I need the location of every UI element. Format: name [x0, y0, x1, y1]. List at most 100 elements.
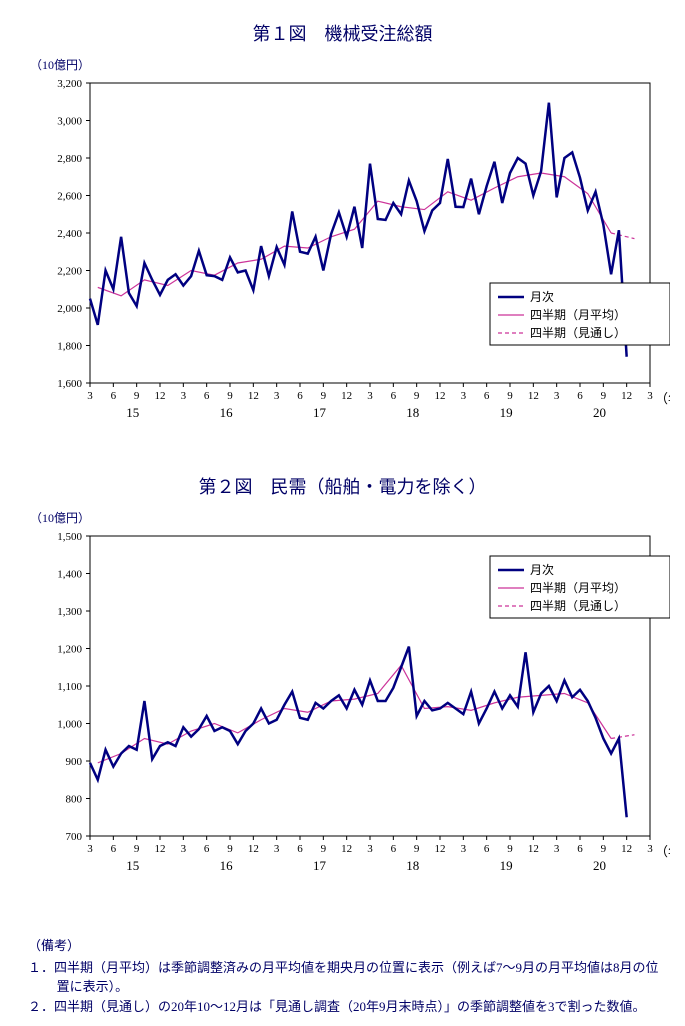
note-item: １．四半期（月平均）は季節調整済みの月平均値を期央月の位置に表示（例えば7〜9月… [28, 958, 665, 997]
svg-text:四半期（見通し）: 四半期（見通し） [530, 599, 626, 613]
notes-block: （備考） １．四半期（月平均）は季節調整済みの月平均値を期央月の位置に表示（例え… [10, 936, 675, 1016]
svg-text:20: 20 [593, 405, 606, 420]
svg-text:9: 9 [134, 843, 140, 855]
chart1-block: 第１図 機械受注総額 （10億円） 1,6001,8002,0002,2002,… [10, 20, 675, 443]
svg-text:12: 12 [528, 843, 539, 855]
svg-text:6: 6 [484, 390, 490, 402]
svg-text:20: 20 [593, 858, 606, 873]
svg-text:6: 6 [204, 390, 210, 402]
svg-text:四半期（見通し）: 四半期（見通し） [530, 326, 626, 340]
chart1-svg: 1,6001,8002,0002,2002,4002,6002,8003,000… [30, 73, 670, 443]
svg-text:9: 9 [507, 390, 513, 402]
chart2-title: 第２図 民需（船舶・電力を除く） [10, 473, 675, 499]
svg-text:3: 3 [181, 843, 187, 855]
svg-text:6: 6 [577, 843, 583, 855]
svg-text:3: 3 [367, 390, 373, 402]
svg-text:15: 15 [126, 858, 139, 873]
svg-text:月次: 月次 [530, 563, 554, 577]
svg-text:9: 9 [227, 843, 233, 855]
page: 第１図 機械受注総額 （10億円） 1,6001,8002,0002,2002,… [0, 0, 685, 1026]
svg-text:1,500: 1,500 [57, 531, 82, 543]
svg-text:四半期（月平均）: 四半期（月平均） [530, 308, 626, 322]
svg-text:2,000: 2,000 [57, 303, 82, 315]
svg-text:3: 3 [367, 843, 373, 855]
svg-text:6: 6 [111, 843, 117, 855]
chart2-wrap: 700 800 900 1,000 1,100 1,200 1,300 1,400 1,500 3… [30, 526, 670, 906]
svg-text:3: 3 [647, 843, 653, 855]
svg-text:6: 6 [204, 843, 210, 855]
svg-text:17: 17 [313, 405, 327, 420]
note-item: ２．四半期（見通し）の20年10〜12月は「見通し調査（20年9月末時点）」の季… [28, 997, 665, 1017]
svg-text:12: 12 [155, 843, 166, 855]
svg-text:1,400: 1,400 [57, 569, 82, 581]
svg-text:900: 900 [66, 756, 83, 768]
svg-text:9: 9 [414, 843, 420, 855]
svg-text:12: 12 [621, 843, 632, 855]
svg-text:9: 9 [321, 843, 327, 855]
svg-text:9: 9 [134, 390, 140, 402]
svg-text:16: 16 [220, 405, 234, 420]
svg-text:9: 9 [414, 390, 420, 402]
svg-text:9: 9 [227, 390, 233, 402]
svg-text:800: 800 [66, 794, 83, 806]
svg-text:6: 6 [297, 390, 303, 402]
svg-text:3: 3 [647, 390, 653, 402]
svg-text:3: 3 [461, 390, 467, 402]
svg-text:12: 12 [435, 843, 446, 855]
svg-text:（年度）: （年度） [655, 844, 670, 859]
svg-text:15: 15 [126, 405, 139, 420]
svg-text:（年度）: （年度） [655, 391, 670, 406]
svg-text:12: 12 [621, 390, 632, 402]
svg-text:19: 19 [500, 858, 513, 873]
svg-text:1,000: 1,000 [57, 719, 82, 731]
svg-text:3: 3 [87, 843, 93, 855]
svg-text:9: 9 [601, 843, 607, 855]
svg-text:6: 6 [577, 390, 583, 402]
svg-text:月次: 月次 [530, 290, 554, 304]
svg-text:1,300: 1,300 [57, 606, 82, 618]
svg-text:2,400: 2,400 [57, 228, 82, 240]
svg-text:12: 12 [435, 390, 446, 402]
svg-text:3: 3 [554, 843, 560, 855]
svg-text:3: 3 [274, 390, 280, 402]
svg-text:6: 6 [391, 390, 397, 402]
svg-text:700: 700 [66, 831, 83, 843]
svg-text:12: 12 [248, 843, 259, 855]
svg-text:6: 6 [297, 843, 303, 855]
svg-text:12: 12 [341, 843, 352, 855]
chart2-y-unit: （10億円） [30, 509, 675, 526]
svg-text:9: 9 [601, 390, 607, 402]
svg-text:12: 12 [248, 390, 259, 402]
svg-text:6: 6 [391, 843, 397, 855]
svg-text:9: 9 [507, 843, 513, 855]
svg-text:3: 3 [87, 390, 93, 402]
svg-text:12: 12 [528, 390, 539, 402]
chart1-wrap: 1,6001,8002,0002,2002,4002,6002,8003,000… [30, 73, 670, 443]
svg-text:1,800: 1,800 [57, 341, 82, 353]
svg-text:3,200: 3,200 [57, 78, 82, 90]
svg-text:12: 12 [341, 390, 352, 402]
svg-text:18: 18 [406, 405, 419, 420]
svg-text:18: 18 [406, 858, 419, 873]
svg-text:2,600: 2,600 [57, 191, 82, 203]
svg-text:四半期（月平均）: 四半期（月平均） [530, 581, 626, 595]
svg-text:19: 19 [500, 405, 513, 420]
chart2-block: 第２図 民需（船舶・電力を除く） （10億円） 700 800 900 1,000 1,… [10, 473, 675, 906]
svg-text:2,800: 2,800 [57, 153, 82, 165]
svg-text:3,000: 3,000 [57, 116, 82, 128]
svg-text:3: 3 [461, 843, 467, 855]
svg-text:3: 3 [274, 843, 280, 855]
svg-text:1,200: 1,200 [57, 644, 82, 656]
chart1-title: 第１図 機械受注総額 [10, 20, 675, 46]
notes-header: （備考） [28, 936, 665, 956]
chart1-y-unit: （10億円） [30, 56, 675, 73]
svg-text:16: 16 [220, 858, 234, 873]
svg-text:3: 3 [554, 390, 560, 402]
svg-text:9: 9 [321, 390, 327, 402]
svg-text:6: 6 [484, 843, 490, 855]
svg-text:2,200: 2,200 [57, 266, 82, 278]
svg-text:1,100: 1,100 [57, 681, 82, 693]
svg-text:17: 17 [313, 858, 327, 873]
svg-text:12: 12 [155, 390, 166, 402]
chart2-svg: 700 800 900 1,000 1,100 1,200 1,300 1,400 1,500 3… [30, 526, 670, 906]
